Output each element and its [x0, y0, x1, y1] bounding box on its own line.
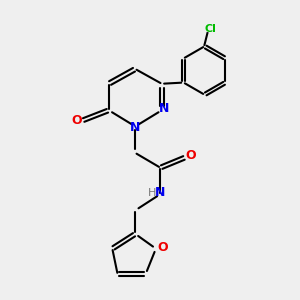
Text: H: H [148, 188, 156, 198]
Text: N: N [159, 102, 169, 115]
Text: O: O [72, 114, 82, 127]
Text: O: O [185, 149, 196, 162]
Text: N: N [155, 186, 166, 199]
Text: O: O [157, 241, 168, 254]
Text: Cl: Cl [204, 24, 216, 34]
Text: N: N [130, 122, 140, 134]
